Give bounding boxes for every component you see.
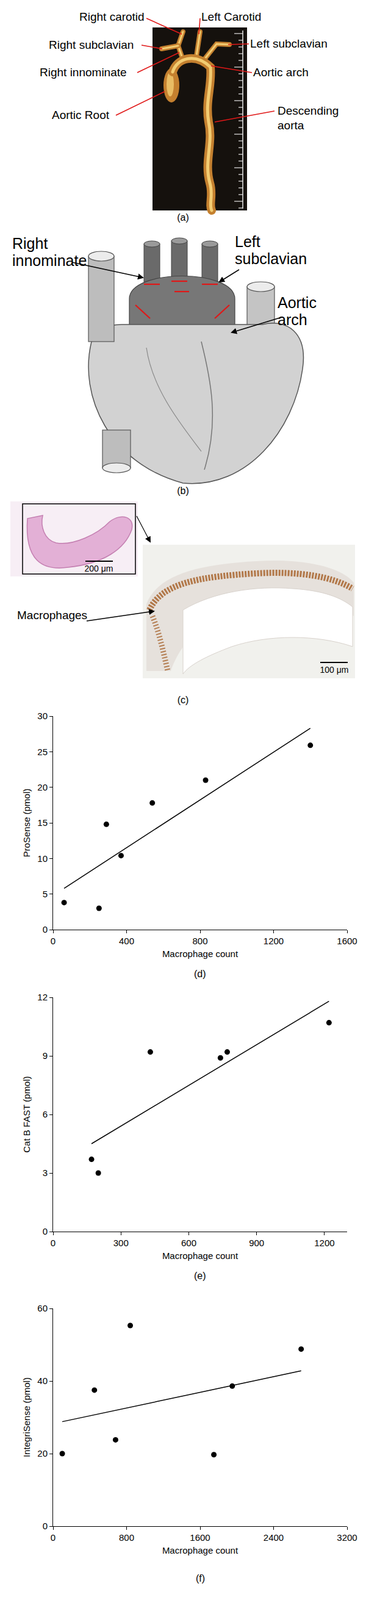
svg-text:Right innominate: Right innominate [39,65,127,79]
svg-text:0: 0 [42,924,48,935]
svg-text:0: 0 [50,1532,56,1543]
svg-text:(b): (b) [176,485,190,496]
svg-text:Aortic arch: Aortic arch [253,65,309,79]
svg-text:60: 60 [37,1302,48,1314]
svg-text:Macrophage count: Macrophage count [162,1545,239,1556]
svg-text:1200: 1200 [314,1237,335,1249]
svg-text:900: 900 [248,1237,265,1249]
svg-text:600: 600 [181,1237,197,1249]
svg-text:Cat B FAST (pmol): Cat B FAST (pmol) [21,1076,32,1153]
svg-text:aorta: aorta [277,118,305,132]
svg-text:15: 15 [37,817,48,828]
svg-text:40: 40 [37,1375,48,1386]
svg-text:Right carotid: Right carotid [79,10,145,24]
svg-text:(e): (e) [193,1270,207,1281]
svg-text:12: 12 [37,991,48,1003]
svg-text:100 μm: 100 μm [320,664,349,675]
svg-text:10: 10 [37,853,48,864]
svg-text:innominate: innominate [12,251,87,270]
svg-text:Aortic: Aortic [277,294,317,312]
svg-text:1600: 1600 [336,935,357,947]
svg-text:IntegriSense (pmol): IntegriSense (pmol) [21,1377,32,1458]
svg-text:ProSense (pmol): ProSense (pmol) [21,788,32,858]
svg-text:800: 800 [192,935,208,947]
svg-text:Macrophages: Macrophages [17,608,88,622]
svg-text:3200: 3200 [336,1532,357,1543]
svg-text:0: 0 [50,1237,56,1249]
svg-text:20: 20 [37,782,48,793]
svg-text:(f): (f) [195,1573,205,1584]
svg-text:(a): (a) [176,212,190,223]
svg-text:Right: Right [12,234,48,252]
svg-text:1600: 1600 [189,1532,210,1543]
svg-text:Right subclavian: Right subclavian [48,38,134,52]
svg-text:0: 0 [50,935,56,947]
svg-text:(d): (d) [193,968,207,980]
svg-text:Left subclavian: Left subclavian [250,37,328,51]
svg-text:0: 0 [42,1226,48,1237]
svg-text:20: 20 [37,1448,48,1459]
svg-text:Left Carotid: Left Carotid [201,10,262,24]
svg-text:Macrophage count: Macrophage count [162,1250,239,1261]
svg-text:0: 0 [42,1520,48,1532]
svg-text:25: 25 [37,746,48,758]
svg-text:6: 6 [42,1108,48,1120]
svg-text:Aortic Root: Aortic Root [51,108,110,122]
svg-text:Descending: Descending [277,104,339,118]
svg-text:9: 9 [42,1050,48,1061]
svg-text:subclavian: subclavian [234,250,307,268]
svg-text:Left: Left [234,233,261,251]
svg-text:5: 5 [42,888,48,900]
svg-text:Macrophage count: Macrophage count [162,948,239,959]
svg-text:1200: 1200 [263,935,284,947]
svg-text:300: 300 [113,1237,129,1249]
svg-text:2400: 2400 [263,1532,284,1543]
svg-text:200 μm: 200 μm [84,563,114,574]
svg-text:30: 30 [37,710,48,722]
svg-text:3: 3 [42,1167,48,1178]
svg-text:800: 800 [118,1532,135,1543]
svg-text:arch: arch [277,311,308,329]
svg-text:(c): (c) [177,694,190,706]
svg-text:400: 400 [118,935,135,947]
